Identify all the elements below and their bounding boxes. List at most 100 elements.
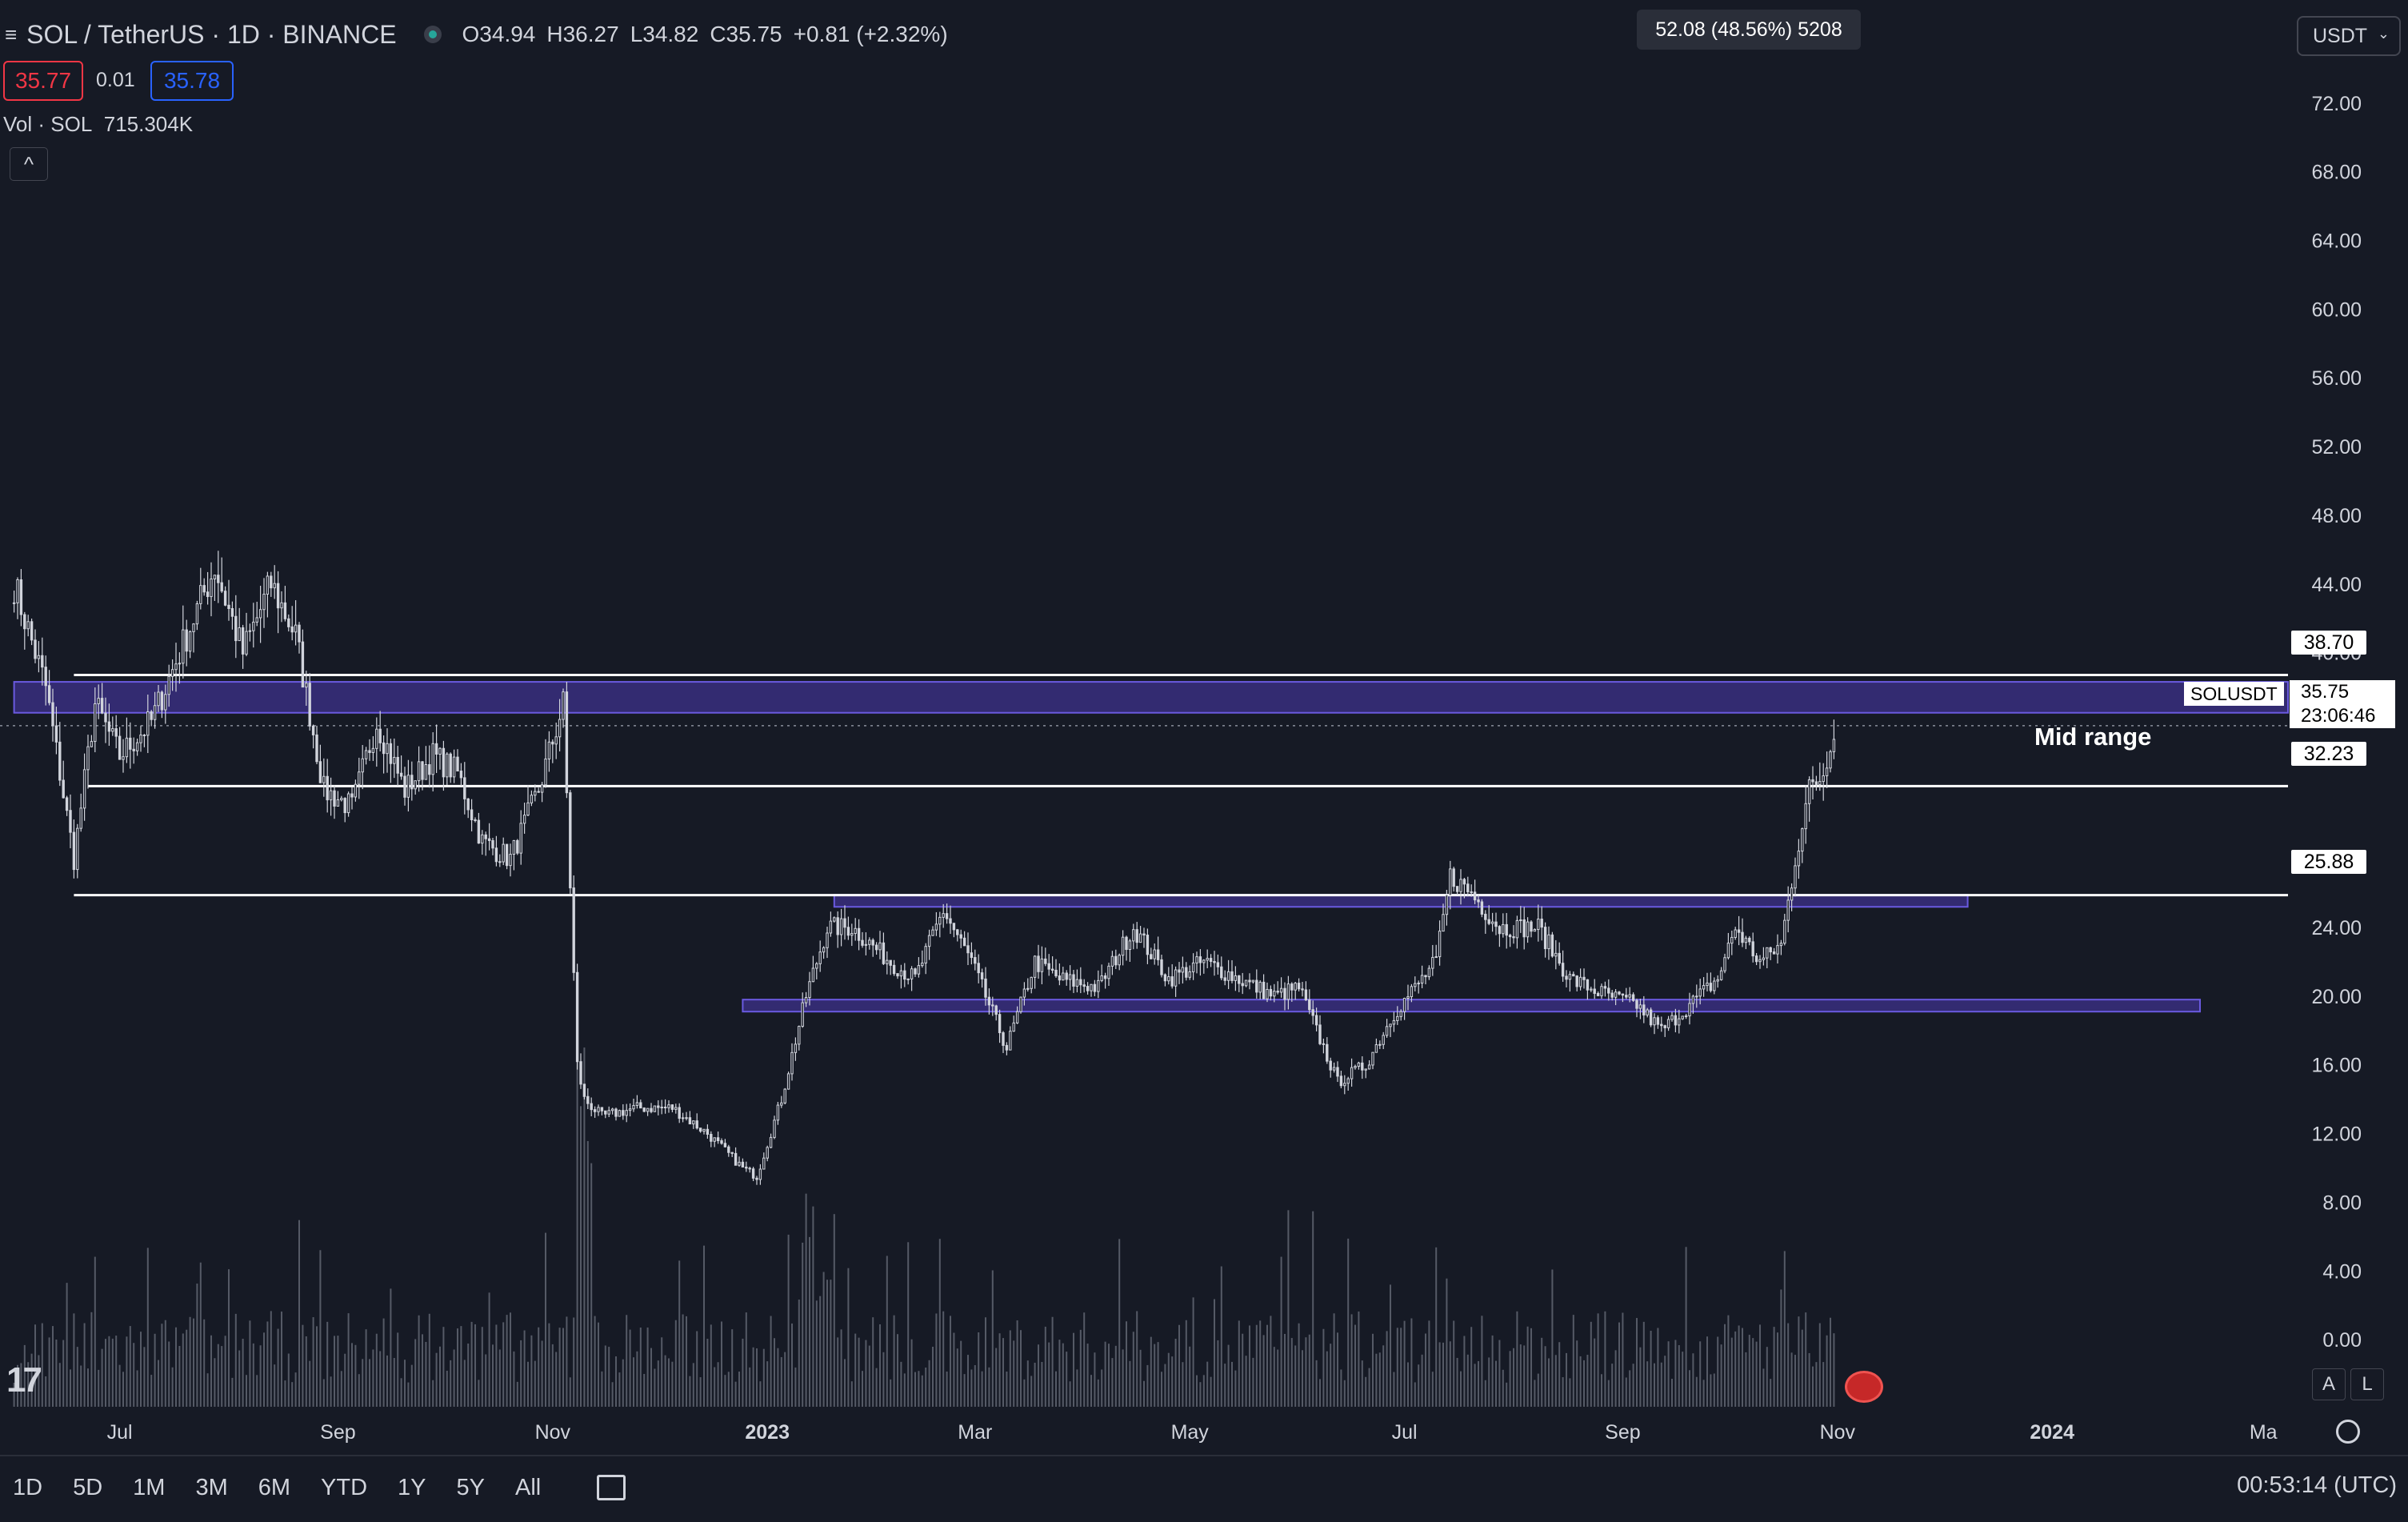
level-tag-38-70: 38.70: [2291, 631, 2366, 655]
volume-bar: [1787, 1323, 1790, 1407]
candle-body: [1515, 919, 1519, 939]
utc-clock[interactable]: 00:53:14 (UTC): [2237, 1472, 2397, 1498]
volume-bar: [1118, 1239, 1121, 1407]
volume-bar: [809, 1236, 810, 1407]
range-all-button[interactable]: All: [515, 1474, 542, 1500]
volume-bar: [661, 1337, 663, 1407]
candle-body: [903, 970, 906, 980]
currency-select[interactable]: USDT ⌄: [2297, 16, 2401, 56]
volume-bar: [1058, 1340, 1061, 1407]
range-1y-button[interactable]: 1Y: [398, 1474, 426, 1500]
volume-bar: [598, 1322, 599, 1407]
tradingview-logo-icon[interactable]: 17: [6, 1360, 42, 1400]
volume-bar: [1428, 1320, 1430, 1407]
candle-body: [456, 756, 459, 772]
candle-body: [238, 627, 241, 642]
range-1m-button[interactable]: 1M: [133, 1474, 166, 1500]
range-6m-button[interactable]: 6M: [258, 1474, 291, 1500]
volume-bar: [545, 1232, 546, 1407]
volume-bar: [985, 1317, 986, 1407]
volume-bar: [277, 1328, 279, 1407]
volume-bar: [316, 1326, 318, 1407]
volume-bar: [238, 1350, 241, 1407]
log-scale-button[interactable]: L: [2350, 1368, 2384, 1400]
volume-bar: [1463, 1336, 1466, 1407]
candle-body: [991, 1004, 994, 1007]
volume-bar: [879, 1324, 881, 1407]
candle-body: [1533, 929, 1537, 932]
candle-body: [1005, 1044, 1009, 1051]
y-tick-label: 16.00: [2311, 1055, 2362, 1077]
candle-body: [861, 939, 864, 946]
candle-body: [329, 790, 333, 801]
volume-bar: [1041, 1361, 1043, 1407]
range-ytd-button[interactable]: YTD: [321, 1474, 368, 1500]
volume-bar: [206, 1373, 209, 1407]
candle-body: [227, 604, 230, 610]
volume-bar: [1062, 1343, 1064, 1407]
volume-bar: [629, 1329, 631, 1407]
volume-bar: [523, 1330, 526, 1407]
candle-body: [1311, 1009, 1314, 1016]
candle-body: [1047, 963, 1050, 970]
volume-bar: [1206, 1361, 1209, 1407]
menu-icon[interactable]: ≡: [5, 22, 18, 46]
candle-body: [76, 827, 79, 871]
candle-body: [980, 972, 984, 979]
range-3m-button[interactable]: 3M: [195, 1474, 228, 1500]
candle-body: [1649, 1009, 1653, 1026]
volume-bar: [516, 1381, 518, 1407]
range-5d-button[interactable]: 5D: [73, 1474, 103, 1500]
volume-bar: [538, 1327, 540, 1407]
volume-bar: [457, 1328, 458, 1407]
volume-bar: [1319, 1379, 1321, 1407]
candle-body: [1009, 1031, 1012, 1051]
volume-bar: [1752, 1338, 1754, 1407]
symbol-title[interactable]: SOL / TetherUS · 1D · BINANCE: [26, 19, 397, 49]
volume-bar: [1734, 1331, 1737, 1407]
settings-icon[interactable]: [2336, 1420, 2360, 1444]
candle-body: [1490, 921, 1494, 924]
volume-bar: [1358, 1311, 1360, 1407]
candle-body: [399, 772, 403, 777]
volume-bar: [252, 1343, 254, 1407]
candle-body: [1343, 1083, 1346, 1087]
ask-button[interactable]: 35.78: [150, 61, 234, 101]
candle-body: [650, 1107, 653, 1112]
bid-button[interactable]: 35.77: [3, 61, 83, 101]
volume-bar: [48, 1337, 50, 1407]
volume-bar: [1390, 1284, 1391, 1407]
candle-body: [1522, 919, 1526, 938]
volume-bar: [30, 1353, 33, 1407]
candle-body: [1434, 956, 1438, 959]
volume-bar: [52, 1326, 54, 1407]
auto-scale-button[interactable]: A: [2312, 1368, 2346, 1400]
us-flag-icon[interactable]: [1845, 1371, 1883, 1403]
chart-header: ≡ SOL / TetherUS · 1D · BINANCE O34.94 H3…: [0, 14, 959, 54]
candle-body: [318, 761, 322, 783]
volume-bar: [1650, 1331, 1652, 1407]
volume-bar: [756, 1348, 758, 1407]
volume-bar: [1431, 1372, 1434, 1407]
volume-bar: [1139, 1349, 1142, 1407]
volume-bar: [1055, 1371, 1057, 1407]
collapse-legend-button[interactable]: ^: [10, 147, 48, 181]
volume-bar: [397, 1332, 399, 1407]
volume-bar: [1400, 1328, 1402, 1407]
volume-bar: [671, 1361, 674, 1407]
volume-bar: [439, 1346, 441, 1407]
volume-bar: [266, 1321, 269, 1407]
candle-body: [1772, 951, 1776, 955]
calendar-range-icon[interactable]: [597, 1475, 626, 1500]
candle-body: [276, 583, 280, 609]
range-5y-button[interactable]: 5Y: [456, 1474, 486, 1500]
volume-bar: [1290, 1338, 1293, 1407]
range-1d-button[interactable]: 1D: [13, 1474, 43, 1500]
volume-bar: [62, 1340, 65, 1407]
volume-bar: [622, 1359, 624, 1407]
mid-range-label[interactable]: Mid range: [2034, 723, 2152, 751]
candle-body: [378, 728, 382, 743]
volume-bar: [1632, 1364, 1634, 1407]
volume-bar: [935, 1313, 938, 1407]
